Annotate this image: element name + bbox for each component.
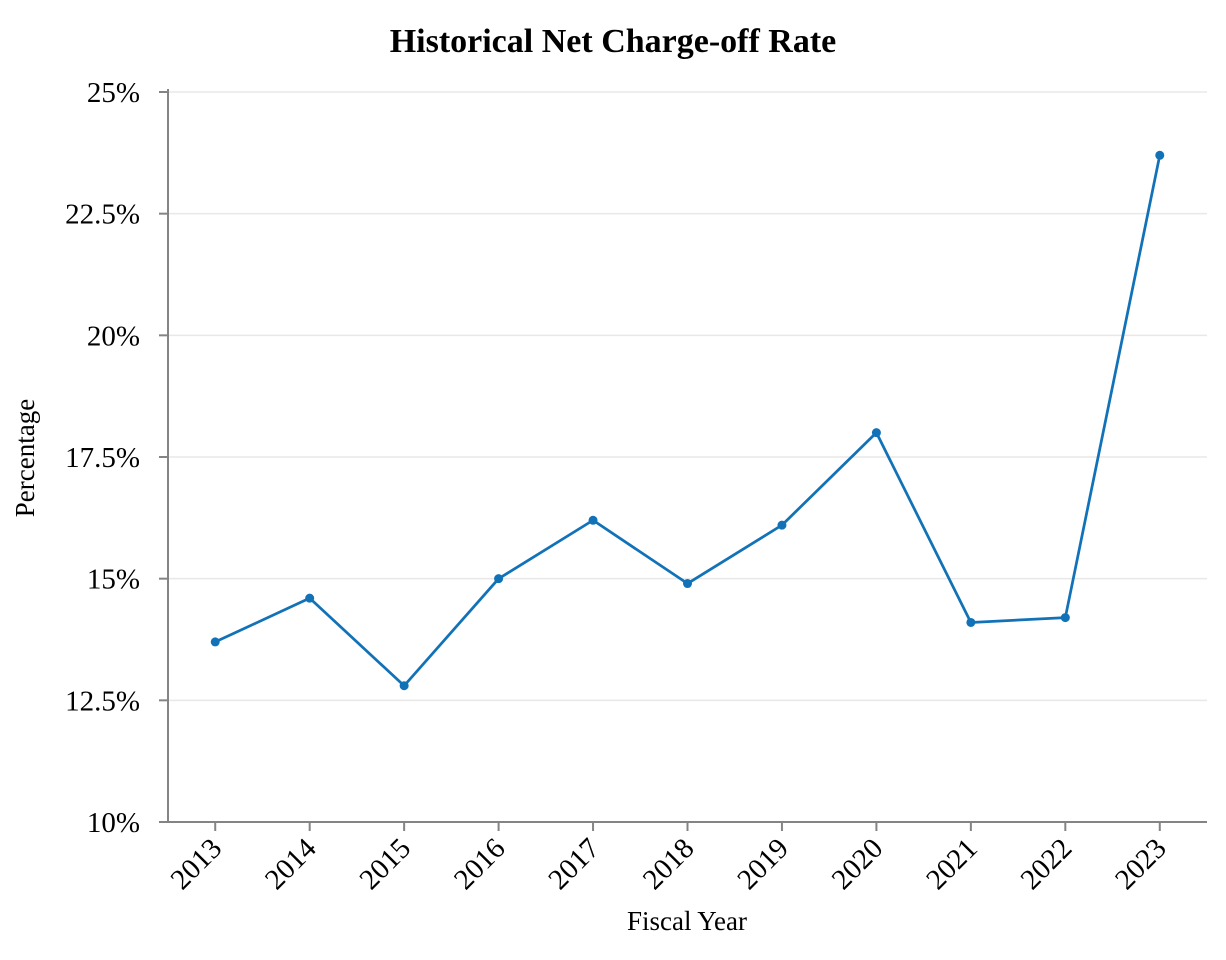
- y-tick-label: 25%: [87, 77, 140, 109]
- x-axis-title: Fiscal Year: [627, 906, 747, 936]
- y-tick-label: 15%: [87, 564, 140, 596]
- gridlines: [168, 91, 1207, 823]
- x-tick-label: 2016: [448, 832, 512, 896]
- data-point: [305, 593, 315, 603]
- data-point: [1155, 150, 1165, 160]
- data-point: [966, 617, 976, 627]
- data-point: [871, 428, 881, 438]
- x-tick-label: 2023: [1109, 832, 1173, 896]
- y-tick-label: 17.5%: [65, 442, 140, 474]
- x-tick-label: 2015: [353, 832, 417, 896]
- data-point: [494, 574, 504, 584]
- y-axis-title: Percentage: [10, 399, 40, 517]
- y-tick-label: 22.5%: [65, 199, 140, 231]
- data-point: [210, 637, 220, 647]
- data-point: [683, 579, 692, 589]
- x-tick-label: 2019: [731, 832, 795, 896]
- data-point: [399, 681, 409, 691]
- y-tick-label: 20%: [87, 320, 140, 352]
- chart-title: Historical Net Charge-off Rate: [390, 23, 837, 60]
- y-axis-ticks: 10% 12.5% 15% 17.5% 20% 22.5% 25%: [65, 77, 168, 839]
- x-tick-label: 2017: [542, 832, 606, 896]
- x-tick-label: 2018: [637, 832, 701, 896]
- data-point: [588, 515, 598, 525]
- x-tick-label: 2020: [826, 832, 890, 896]
- data-point: [1060, 613, 1070, 623]
- axes: [166, 89, 1207, 823]
- x-tick-label: 2022: [1015, 832, 1079, 896]
- x-axis-ticks: 2013 2014 2015 2016 2017 2018 2019 2020 2021 2022…: [165, 822, 1173, 896]
- data-series-net-charge-off: [210, 150, 1165, 691]
- data-point: [777, 520, 787, 530]
- x-tick-label: 2014: [259, 832, 323, 896]
- data-line: [213, 153, 1162, 688]
- y-tick-label: 12.5%: [65, 685, 140, 717]
- x-tick-label: 2021: [920, 832, 984, 896]
- y-tick-label: 10%: [87, 807, 140, 839]
- x-tick-label: 2013: [165, 832, 229, 896]
